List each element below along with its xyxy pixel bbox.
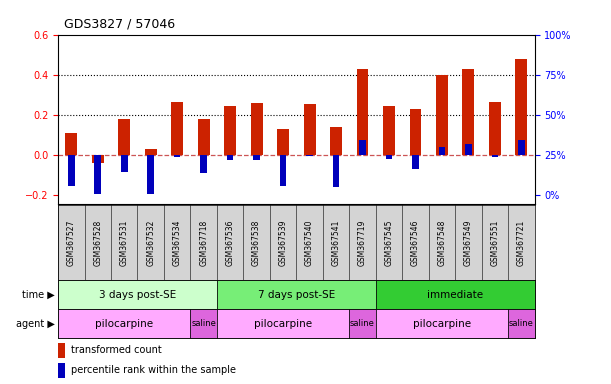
Bar [508, 309, 535, 338]
Bar [58, 363, 65, 378]
Text: pilocarpine: pilocarpine [413, 318, 471, 329]
Bar [409, 109, 422, 155]
Bar [516, 59, 527, 155]
Text: GSM367541: GSM367541 [332, 220, 340, 266]
Text: GSM367719: GSM367719 [358, 220, 367, 266]
Text: saline: saline [191, 319, 216, 328]
Text: pilocarpine: pilocarpine [95, 318, 153, 329]
Bar [227, 155, 233, 160]
Text: immediate: immediate [427, 290, 483, 300]
Bar [277, 129, 289, 155]
Text: GSM367545: GSM367545 [384, 220, 393, 266]
Text: pilocarpine: pilocarpine [254, 318, 312, 329]
Bar [191, 309, 217, 338]
Bar [119, 119, 130, 155]
Text: GSM367532: GSM367532 [146, 220, 155, 266]
Bar [68, 155, 75, 186]
Bar [383, 106, 395, 155]
Text: GSM367527: GSM367527 [67, 220, 76, 266]
Bar [492, 155, 498, 157]
Text: saline: saline [350, 319, 375, 328]
Text: GSM367546: GSM367546 [411, 220, 420, 266]
Bar [439, 147, 445, 155]
Bar [58, 280, 217, 309]
Text: GSM367536: GSM367536 [225, 220, 235, 266]
Text: 7 days post-SE: 7 days post-SE [258, 290, 335, 300]
Text: GSM367549: GSM367549 [464, 220, 473, 266]
Text: GSM367539: GSM367539 [279, 220, 288, 266]
Text: GSM367534: GSM367534 [173, 220, 181, 266]
Bar [386, 155, 392, 159]
Bar [254, 155, 260, 160]
Bar [121, 155, 128, 172]
Bar [200, 155, 207, 173]
Bar [58, 343, 65, 358]
Text: saline: saline [509, 319, 534, 328]
Text: GSM367721: GSM367721 [517, 220, 526, 266]
Bar [65, 133, 77, 155]
Text: GSM367718: GSM367718 [199, 220, 208, 266]
Bar [95, 155, 101, 194]
Text: time ▶: time ▶ [22, 290, 55, 300]
Bar [436, 75, 448, 155]
Bar [518, 140, 525, 155]
Bar [217, 280, 376, 309]
Bar [489, 102, 501, 155]
Bar [280, 155, 287, 186]
Bar [306, 155, 313, 156]
Bar [171, 102, 183, 155]
Bar [465, 144, 472, 155]
Text: percentile rank within the sample: percentile rank within the sample [71, 366, 236, 376]
Bar [412, 155, 419, 169]
Bar [463, 69, 474, 155]
Text: GSM367551: GSM367551 [491, 220, 499, 266]
Text: GSM367548: GSM367548 [437, 220, 447, 266]
Bar [330, 127, 342, 155]
Bar [376, 309, 508, 338]
Text: agent ▶: agent ▶ [16, 318, 55, 329]
Bar [251, 103, 263, 155]
Text: GSM367540: GSM367540 [305, 220, 314, 266]
Text: GSM367531: GSM367531 [120, 220, 129, 266]
Bar [304, 104, 315, 155]
Bar [174, 155, 180, 157]
Bar [224, 106, 236, 155]
Text: transformed count: transformed count [71, 345, 163, 355]
Bar [147, 155, 154, 194]
Bar [58, 309, 191, 338]
Text: GSM367528: GSM367528 [93, 220, 102, 266]
Bar [376, 280, 535, 309]
Bar [217, 309, 349, 338]
Bar [92, 155, 104, 163]
Bar [359, 140, 366, 155]
Bar [333, 155, 339, 187]
Bar [198, 119, 210, 155]
Bar [349, 309, 376, 338]
Text: 3 days post-SE: 3 days post-SE [99, 290, 176, 300]
Bar [145, 149, 156, 155]
Bar [357, 69, 368, 155]
Text: GSM367538: GSM367538 [252, 220, 261, 266]
Text: GDS3827 / 57046: GDS3827 / 57046 [64, 18, 175, 31]
